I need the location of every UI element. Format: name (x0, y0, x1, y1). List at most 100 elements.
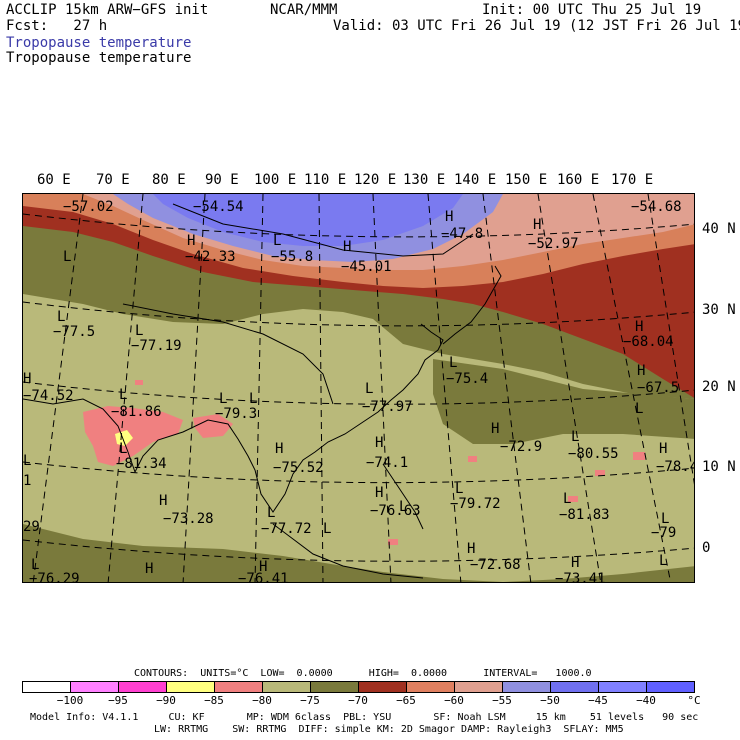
legend-swatch (71, 682, 119, 692)
lat-label-10n: 10 N (702, 459, 736, 475)
low-marker: L (399, 499, 408, 515)
lat-line-10n (23, 461, 694, 484)
field-title-contour: Tropopause temperature (6, 50, 192, 66)
high-marker: H (375, 485, 384, 501)
low-marker: L (135, 323, 144, 339)
shade-minus80-spot (568, 496, 578, 502)
legend-label: −85 (204, 694, 224, 707)
lon-line-110e (318, 194, 324, 582)
legend-label: −45 (588, 694, 608, 707)
map-value-label: −79 (651, 525, 677, 541)
high-marker: H (635, 319, 644, 335)
shade-minus45-core (153, 194, 463, 246)
low-marker: L (119, 441, 128, 457)
map-canvas (23, 194, 694, 582)
map-value-label: −81.86 (111, 404, 162, 420)
lat-label-20n: 20 N (702, 379, 736, 395)
lon-label-160e: 160 E (557, 172, 600, 188)
shade-minus70-pacific (433, 359, 694, 444)
legend-swatch (359, 682, 407, 692)
high-marker: H (159, 493, 168, 509)
lon-label-60e: 60 E (37, 172, 71, 188)
asia-coastline (23, 323, 444, 513)
lon-line-140e (482, 194, 532, 582)
lon-line-70e (32, 194, 84, 582)
high-marker: H (375, 435, 384, 451)
map-value-label: −54.68 (631, 199, 682, 215)
legend-label: −65 (396, 694, 416, 707)
map-value-label: −79.72 (450, 496, 501, 512)
high-marker: H (275, 441, 284, 457)
legend-label: −70 (348, 694, 368, 707)
contours-info: CONTOURS: UNITS=°C LOW= 0.0000 HIGH= 0.0… (134, 668, 592, 679)
legend-label: −40 (636, 694, 656, 707)
lon-label-70e: 70 E (96, 172, 130, 188)
low-marker: L (659, 553, 668, 569)
low-marker: L (323, 521, 332, 537)
map-value-label: −73.28 (163, 511, 214, 527)
high-marker: H (467, 541, 476, 557)
lat-line-0 (23, 539, 694, 562)
legend-label: −50 (540, 694, 560, 707)
forecast-hour: Fcst: 27 h (6, 18, 108, 34)
map-value-label: −67.5 (637, 380, 680, 396)
legend-swatch (311, 682, 359, 692)
border-line (122, 303, 334, 405)
lat-label-30n: 30 N (702, 302, 736, 318)
map-value-label: −81.34 (116, 456, 167, 472)
map-value-label: −72.68 (470, 557, 521, 573)
low-marker: L (119, 387, 128, 403)
lon-line-160e (592, 194, 672, 582)
indonesia-coastline (272, 523, 424, 579)
legend-swatch (599, 682, 647, 692)
shade-minus80-bay (193, 414, 233, 438)
org-label: NCAR/MMM (270, 2, 338, 18)
lat-label-0: 0 (702, 540, 711, 556)
lon-label-170e: 170 E (611, 172, 654, 188)
map-value-label: −79.3 (215, 406, 258, 422)
map-value-label: 1 (23, 473, 32, 489)
low-marker: L (365, 381, 374, 397)
high-marker: H (491, 421, 500, 437)
legend-label: −80 (252, 694, 272, 707)
map-value-label: −76.41 (238, 571, 289, 583)
legend-label: −90 (156, 694, 176, 707)
high-marker: H (145, 561, 154, 577)
lon-label-90e: 90 E (205, 172, 239, 188)
valid-time: Valid: 03 UTC Fri 26 Jul 19 (12 JST Fri … (333, 18, 740, 34)
high-marker: H (23, 371, 32, 387)
map-value-label: 29 (23, 519, 40, 535)
map-value-label: −77.19 (131, 338, 182, 354)
low-marker: L (635, 401, 644, 417)
lon-line-80e (107, 194, 144, 582)
lat-line-40n (23, 213, 694, 238)
legend-label: −100 (56, 694, 84, 707)
shade-minus70-south (23, 524, 694, 582)
shade-minus80-spot (135, 380, 143, 385)
korea-japan-coastline (442, 265, 502, 345)
lon-label-100e: 100 E (254, 172, 297, 188)
map-value-label: −74.52 (23, 388, 74, 404)
lon-line-100e (254, 194, 264, 582)
high-marker: H (533, 217, 542, 233)
map-value-label: −73.41 (555, 571, 606, 583)
map-value-label: −77.5 (53, 324, 96, 340)
low-marker: L (219, 391, 228, 407)
legend-swatch (455, 682, 503, 692)
lon-label-130e: 130 E (403, 172, 446, 188)
legend-label: −95 (108, 694, 128, 707)
shade-minus80-spot (633, 452, 645, 460)
legend-label: −55 (492, 694, 512, 707)
high-marker: H (637, 363, 646, 379)
low-marker: L (63, 249, 72, 265)
map-value-label: −74.1 (366, 455, 409, 471)
shade-minus80-spot (595, 470, 605, 476)
low-marker: L (23, 453, 32, 469)
high-marker: H (445, 209, 454, 225)
legend-swatch (167, 682, 215, 692)
low-marker: L (31, 557, 40, 573)
high-marker: H (259, 559, 268, 575)
map-value-label: −75.52 (273, 460, 324, 476)
map-value-label: −72.9 (500, 439, 543, 455)
lon-label-150e: 150 E (505, 172, 548, 188)
